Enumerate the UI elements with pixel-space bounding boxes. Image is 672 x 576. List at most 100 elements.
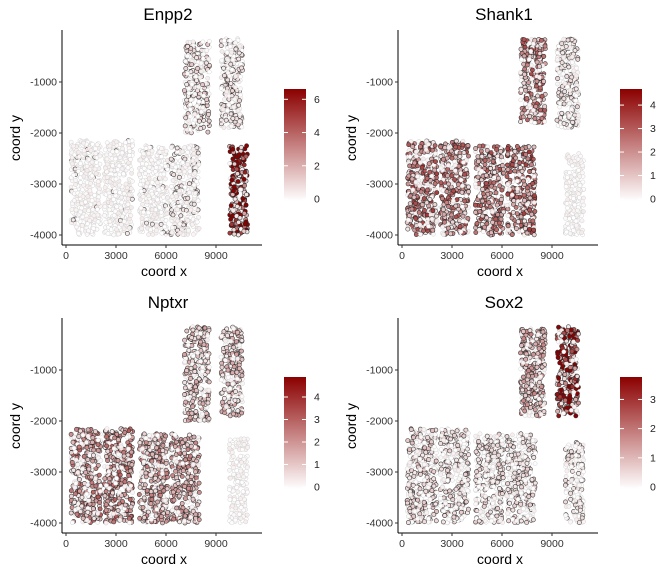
data-point [566, 113, 572, 119]
data-point [222, 97, 227, 102]
data-point [228, 203, 234, 208]
data-point [156, 187, 162, 193]
data-point [154, 223, 159, 228]
data-point [107, 143, 113, 149]
data-point [498, 154, 504, 160]
data-point [196, 226, 202, 231]
legend-tick-label: 0 [314, 194, 320, 206]
data-point [555, 81, 560, 87]
data-point [538, 107, 543, 113]
data-point [184, 200, 189, 206]
data-point [113, 176, 119, 182]
data-point [177, 230, 183, 236]
data-point [521, 53, 527, 59]
x-axis-label: coord x [141, 263, 187, 279]
data-point [191, 353, 196, 359]
data-point [148, 227, 153, 233]
data-point [113, 139, 119, 145]
data-point [235, 179, 241, 184]
data-point [234, 369, 240, 375]
data-point [230, 208, 236, 213]
data-point [527, 226, 532, 232]
data-point [480, 213, 485, 219]
data-point [575, 56, 581, 62]
data-point [581, 202, 586, 208]
data-point [111, 197, 116, 202]
data-point [505, 223, 511, 229]
data-point [504, 174, 510, 179]
data-point [102, 147, 108, 153]
data-point [127, 152, 132, 158]
data-point [569, 74, 575, 80]
data-point [559, 60, 565, 65]
data-point [140, 161, 145, 166]
y-tick-label: -2000 [366, 128, 393, 140]
data-point [413, 200, 418, 206]
data-point [91, 213, 97, 218]
data-point [456, 163, 462, 169]
data-point [415, 174, 420, 179]
data-point [192, 111, 198, 117]
data-point [575, 156, 581, 162]
data-point [168, 184, 174, 189]
data-point [460, 213, 466, 219]
data-point [231, 184, 237, 190]
data-point [432, 143, 438, 148]
data-point [458, 229, 464, 235]
data-point [192, 91, 198, 97]
data-point [563, 44, 569, 49]
data-point [494, 202, 500, 208]
y-tick-label: -3000 [366, 179, 393, 191]
data-point [560, 50, 566, 56]
data-point [445, 166, 451, 172]
data-point [484, 147, 490, 153]
y-tick-label: -4000 [30, 230, 57, 242]
data-point [221, 329, 227, 334]
data-point [185, 44, 190, 49]
data-point [518, 97, 524, 103]
data-point [198, 125, 204, 131]
data-point [453, 203, 459, 209]
data-point [409, 206, 415, 212]
data-point [523, 151, 529, 157]
data-point [450, 219, 455, 225]
data-point [429, 173, 435, 179]
data-point [178, 199, 184, 205]
data-point [137, 182, 143, 187]
data-point [495, 175, 501, 181]
data-point [195, 350, 200, 356]
data-point [236, 102, 242, 108]
data-point [224, 50, 230, 55]
data-point [103, 219, 109, 225]
data-point [161, 171, 167, 177]
data-point [416, 209, 422, 215]
data-point [439, 196, 445, 201]
data-point [104, 174, 110, 180]
data-point [561, 121, 567, 126]
data-point [236, 56, 242, 62]
data-point [515, 186, 520, 192]
data-point [206, 364, 212, 370]
data-point [477, 193, 483, 199]
data-point [182, 359, 188, 365]
data-point [572, 187, 578, 192]
data-point [406, 217, 411, 223]
data-point [569, 37, 575, 42]
data-point [143, 171, 148, 176]
data-point [78, 161, 83, 166]
data-point [218, 354, 224, 360]
data-point [107, 194, 113, 199]
data-point [536, 119, 542, 125]
data-point [418, 189, 424, 195]
data-point [507, 187, 512, 192]
data-point [94, 160, 99, 165]
data-point [88, 148, 94, 153]
data-point [571, 228, 576, 233]
data-point [559, 110, 565, 116]
data-point [186, 90, 192, 96]
data-point [450, 198, 456, 204]
data-point [219, 390, 225, 396]
data-point [221, 395, 227, 401]
data-point [409, 176, 415, 182]
